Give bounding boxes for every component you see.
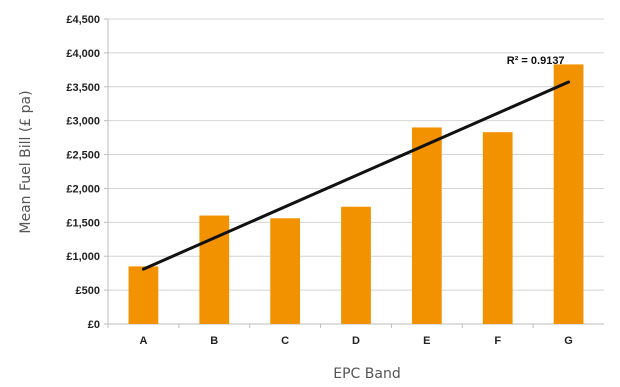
y-tick-label: £4,500 bbox=[66, 14, 100, 26]
y-tick-label: £0 bbox=[88, 319, 100, 331]
bar-f bbox=[482, 132, 513, 324]
x-tick-label: F bbox=[494, 335, 501, 347]
x-tick-label: B bbox=[210, 335, 218, 347]
y-tick-label: £500 bbox=[76, 285, 100, 297]
y-tick-label: £2,500 bbox=[66, 150, 100, 162]
bars bbox=[128, 64, 584, 325]
x-tick-label: G bbox=[564, 335, 573, 347]
trendline-group: R² = 0.9137 bbox=[141, 55, 571, 271]
bar-a bbox=[128, 266, 159, 324]
y-tick-label: £1,000 bbox=[66, 251, 100, 263]
x-tick-label: A bbox=[139, 335, 147, 347]
bar-d bbox=[341, 206, 371, 324]
bar-e bbox=[411, 127, 442, 324]
bar-g bbox=[553, 64, 584, 325]
r-squared-annotation: R² = 0.9137 bbox=[507, 55, 565, 67]
x-tick-label: D bbox=[352, 335, 360, 347]
x-axis-title: EPC Band bbox=[333, 366, 400, 382]
y-tick-label: £4,000 bbox=[66, 48, 100, 60]
gridlines bbox=[108, 18, 604, 291]
y-tick-label: £3,000 bbox=[66, 116, 100, 128]
tick-labels: £0 £500 £1,000 £1,500 £2,000 £2,500 £3,000 £3,5… bbox=[66, 14, 573, 347]
y-axis-title: Mean Fuel Bill (£ pa) bbox=[18, 90, 34, 233]
trendline bbox=[141, 80, 571, 271]
bar-c bbox=[270, 218, 301, 324]
y-tick-label: £1,500 bbox=[66, 217, 100, 229]
x-tick-label: C bbox=[281, 335, 289, 347]
y-tick-label: £2,000 bbox=[66, 183, 100, 195]
y-tick-label: £3,500 bbox=[66, 82, 100, 94]
x-tick-label: E bbox=[423, 335, 430, 347]
